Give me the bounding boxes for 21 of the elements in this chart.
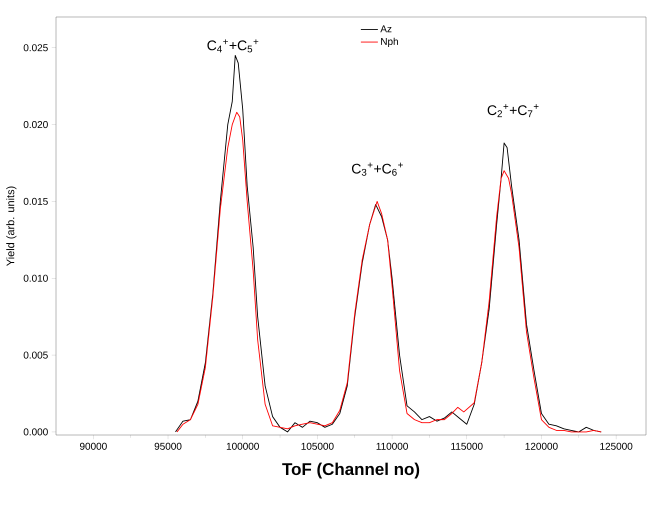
x-axis-title: ToF (Channel no): [282, 462, 420, 478]
x-tick-label: 110000: [376, 442, 408, 450]
x-tick-label: 115000: [451, 442, 483, 450]
x-tick-label: 120000: [526, 442, 558, 450]
y-tick-label: 0.015: [24, 198, 48, 205]
y-tick-label: 0.020: [24, 121, 48, 128]
x-tick-label: 105000: [302, 442, 334, 450]
annotation: C$_{2}$$^{+}$+C$_{7}$+: [488, 104, 539, 118]
annotation: C$_{3}$$^{+}$+C$_{6}$+: [352, 162, 403, 176]
x-tick-label: 95000: [154, 442, 182, 450]
annotation: C$_{4}$$^{+}$+C$_{5}$+: [207, 39, 258, 52]
legend-label: Nph: [381, 38, 398, 47]
legend-label: Az: [380, 25, 392, 32]
y-tick-label: 0.000: [24, 428, 48, 436]
y-tick-label: 0.005: [24, 352, 48, 359]
x-tick-label: 125000: [600, 442, 632, 450]
x-tick-label: 90000: [80, 442, 107, 450]
x-tick-label: 100000: [226, 442, 259, 450]
y-axis-title: Yield (arb. units): [6, 186, 16, 266]
y-tick-label: 0.010: [24, 274, 48, 282]
y-tick-label: 0.025: [24, 44, 48, 52]
